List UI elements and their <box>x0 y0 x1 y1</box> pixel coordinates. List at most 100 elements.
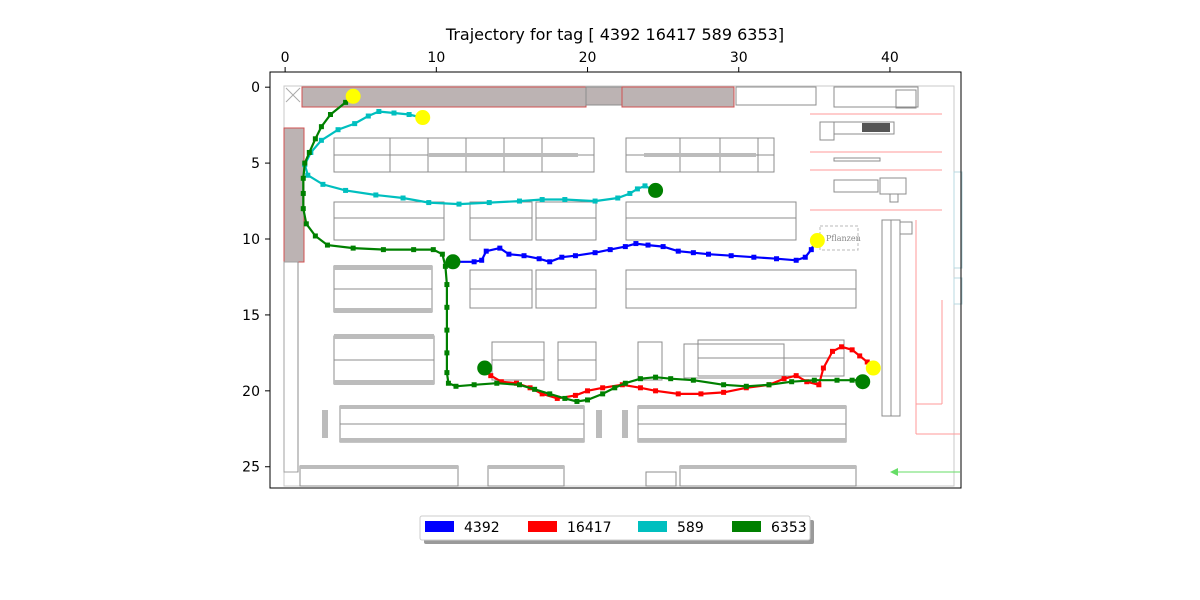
end-marker <box>345 88 361 104</box>
series-point-6353 <box>690 377 696 383</box>
series-point-6353 <box>302 160 308 166</box>
end-marker <box>809 233 825 249</box>
series-point-6353 <box>312 136 318 142</box>
series-point-6353 <box>300 206 306 212</box>
series-point-589 <box>373 192 379 198</box>
legend-label-16417: 16417 <box>567 520 612 536</box>
legend-label-6353: 6353 <box>771 520 807 536</box>
series-point-6353 <box>574 398 580 404</box>
series-point-4392 <box>802 254 808 260</box>
y-tick-label: 25 <box>242 460 260 476</box>
series-point-4392 <box>572 253 578 259</box>
series-point-6353 <box>668 376 674 382</box>
series-point-589 <box>343 187 349 193</box>
series-point-6353 <box>532 386 538 392</box>
series-point-6353 <box>300 175 306 181</box>
series-point-4392 <box>592 250 598 256</box>
series-point-4392 <box>690 250 696 256</box>
series-point-6353 <box>445 380 451 386</box>
series-point-589 <box>627 190 633 196</box>
series-point-6353 <box>516 382 522 388</box>
series-point-16417 <box>839 344 845 350</box>
series-point-4392 <box>536 256 542 262</box>
series-point-16417 <box>721 389 727 395</box>
series-point-16417 <box>554 395 560 401</box>
series-point-589 <box>642 183 648 189</box>
series-point-16417 <box>781 376 787 382</box>
series-point-16417 <box>513 380 519 386</box>
series-point-6353 <box>721 382 727 388</box>
series-point-589 <box>406 112 412 118</box>
series-point-6353 <box>653 374 659 380</box>
series-point-6353 <box>849 377 855 383</box>
series-point-6353 <box>622 380 628 386</box>
series-point-16417 <box>637 385 643 391</box>
series-point-6353 <box>444 282 450 288</box>
legend-swatch-16417 <box>528 521 557 532</box>
series-point-589 <box>456 201 462 207</box>
series-point-16417 <box>585 388 591 394</box>
series-point-4392 <box>793 257 799 263</box>
series-point-16417 <box>498 379 504 385</box>
series-point-4392 <box>547 259 553 265</box>
series-point-16417 <box>653 388 659 394</box>
series-point-589 <box>318 137 324 143</box>
series-point-6353 <box>411 247 417 253</box>
series-point-6353 <box>380 247 386 253</box>
legend-label-589: 589 <box>677 520 704 536</box>
x-tick-label: 30 <box>730 50 748 66</box>
series-point-6353 <box>789 379 795 385</box>
series-point-4392 <box>479 257 485 263</box>
series-point-4392 <box>660 244 666 250</box>
series-point-589 <box>305 172 311 178</box>
plot-frame <box>269 71 962 489</box>
series-point-6353 <box>306 149 312 155</box>
series-point-589 <box>400 195 406 201</box>
series-point-589 <box>539 197 545 203</box>
series-point-6353 <box>439 251 445 257</box>
series-point-589 <box>320 181 326 187</box>
series-point-16417 <box>820 365 826 371</box>
series-point-6353 <box>637 376 643 382</box>
series-point-4392 <box>506 251 512 257</box>
series-point-6353 <box>766 382 772 388</box>
series-point-6353 <box>585 397 591 403</box>
series-point-4392 <box>483 248 489 254</box>
legend: 4392 16417 589 6353 <box>419 515 814 544</box>
series-point-6353 <box>444 370 450 376</box>
series-point-6353 <box>312 233 318 239</box>
series-point-6353 <box>444 304 450 310</box>
series-point-6353 <box>318 124 324 130</box>
chart-title: Trajectory for tag [ 4392 16417 589 6353… <box>445 25 784 44</box>
series-point-6353 <box>343 99 349 105</box>
series-point-6353 <box>834 377 840 383</box>
legend-swatch-6353 <box>732 521 761 532</box>
series-point-6353 <box>811 377 817 383</box>
series-point-6353 <box>453 383 459 389</box>
series-point-6353 <box>547 391 553 397</box>
series-point-6353 <box>303 221 309 227</box>
series-point-16417 <box>849 347 855 353</box>
legend-swatch-4392 <box>425 521 454 532</box>
y-tick-label: 10 <box>242 232 260 248</box>
series-point-4392 <box>622 244 628 250</box>
series-point-4392 <box>808 247 814 253</box>
series-point-16417 <box>698 391 704 397</box>
y-tick-label: 15 <box>242 308 260 324</box>
series-point-589 <box>615 195 621 201</box>
start-marker <box>648 182 664 198</box>
series-point-6353 <box>600 391 606 397</box>
series-point-589 <box>365 113 371 119</box>
legend-label-4392: 4392 <box>464 520 500 536</box>
series-point-4392 <box>559 254 565 260</box>
series-point-589 <box>516 198 522 204</box>
y-tick-label: 20 <box>242 384 260 400</box>
series-point-6353 <box>430 247 436 253</box>
series-point-16417 <box>572 392 578 398</box>
y-tick-label: 0 <box>251 80 260 96</box>
series-point-16417 <box>829 348 835 354</box>
y-tick-label: 5 <box>251 156 260 172</box>
y-axis-left: 0 5 10 15 20 25 <box>242 80 270 476</box>
series-point-589 <box>426 200 432 206</box>
series-point-589 <box>376 108 382 114</box>
